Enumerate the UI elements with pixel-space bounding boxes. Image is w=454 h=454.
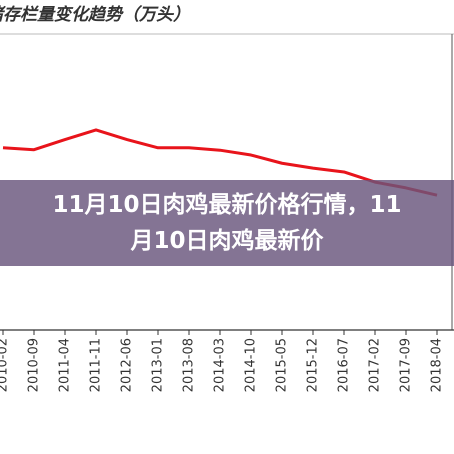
x-tick-label: 2017-02 [368, 338, 383, 392]
x-tick-label: 2011-04 [58, 338, 73, 392]
x-tick-label: 2016-07 [337, 338, 352, 392]
overlay-banner: 11月10日肉鸡最新价格行情，11月10日肉鸡最新价 [0, 180, 454, 266]
chart-title: 猪存栏量变化趋势（万头） [0, 5, 190, 25]
x-tick-label: 2018-04 [430, 338, 445, 392]
data-line [2, 128, 438, 197]
x-tick-label: 2011-11 [89, 338, 104, 392]
x-tick-label: 2015-12 [306, 338, 321, 392]
x-tick-label: 2013-01 [151, 338, 166, 392]
x-tick-label: 2015-05 [275, 338, 290, 392]
x-tick-label: 2010-02 [0, 338, 11, 392]
x-tick-label: 2013-08 [182, 338, 197, 392]
x-tick-label: 2017-09 [399, 338, 414, 392]
x-tick-label: 2010-09 [27, 338, 42, 392]
overlay-title: 11月10日肉鸡最新价格行情，11月10日肉鸡最新价 [52, 192, 402, 254]
x-tick-label: 2012-06 [120, 338, 135, 392]
x-tick-label: 2014-03 [213, 338, 228, 392]
x-tick-label: 2014-10 [244, 338, 259, 392]
